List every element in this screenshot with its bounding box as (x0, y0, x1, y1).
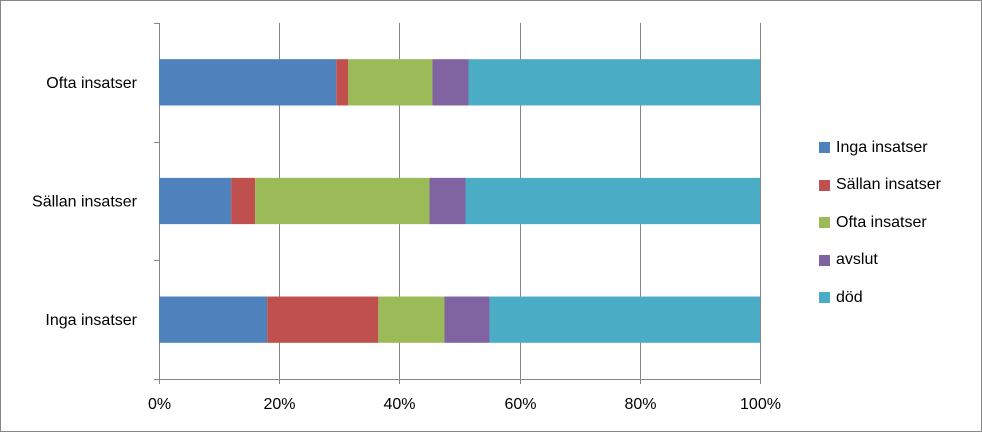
bar-segment (465, 177, 760, 225)
bar-segment (378, 296, 445, 343)
legend-label: Sällan insatser (836, 176, 941, 194)
legend-item: död (819, 279, 941, 317)
bar-segment (159, 59, 337, 106)
x-tick-label: 60% (504, 396, 536, 413)
legend-swatch (819, 254, 830, 266)
bar-segment (444, 296, 490, 343)
y-category-label: Sällan insatser (32, 194, 138, 211)
legend-swatch (819, 217, 830, 229)
legend-item: Sällan insatser (819, 167, 941, 205)
bar-segment (432, 59, 469, 106)
bar-segment (489, 296, 760, 343)
bar-segment (468, 59, 760, 106)
legend-swatch (819, 179, 830, 191)
x-tick-label: 40% (383, 396, 415, 413)
bar-segment (348, 59, 433, 106)
legend-label: Inga insatser (836, 138, 928, 156)
bar-segment (267, 296, 379, 343)
bar-segment (159, 177, 232, 225)
legend-item: Ofta insatser (819, 204, 941, 242)
bar-segment (231, 177, 256, 225)
y-category-label: Inga insatser (45, 312, 137, 329)
x-tick-label: 20% (263, 396, 295, 413)
legend-swatch (819, 292, 830, 304)
x-tick-label: 80% (624, 396, 656, 413)
legend-label: Ofta insatser (836, 213, 927, 231)
legend-item: avslut (819, 242, 941, 280)
chart-legend: Inga insatser Sällan insatser Ofta insatse… (819, 129, 941, 317)
x-tick-label: 0% (148, 396, 171, 413)
bar-segment (336, 59, 349, 106)
bar-segment (429, 177, 466, 225)
legend-label: död (836, 288, 863, 306)
bar-segment (159, 296, 268, 343)
legend-label: avslut (836, 251, 878, 269)
legend-swatch (819, 142, 830, 154)
x-tick-label: 100% (740, 396, 781, 413)
legend-item: Inga insatser (819, 129, 941, 167)
bar-segment (255, 177, 430, 225)
y-category-label: Ofta insatser (46, 75, 137, 92)
